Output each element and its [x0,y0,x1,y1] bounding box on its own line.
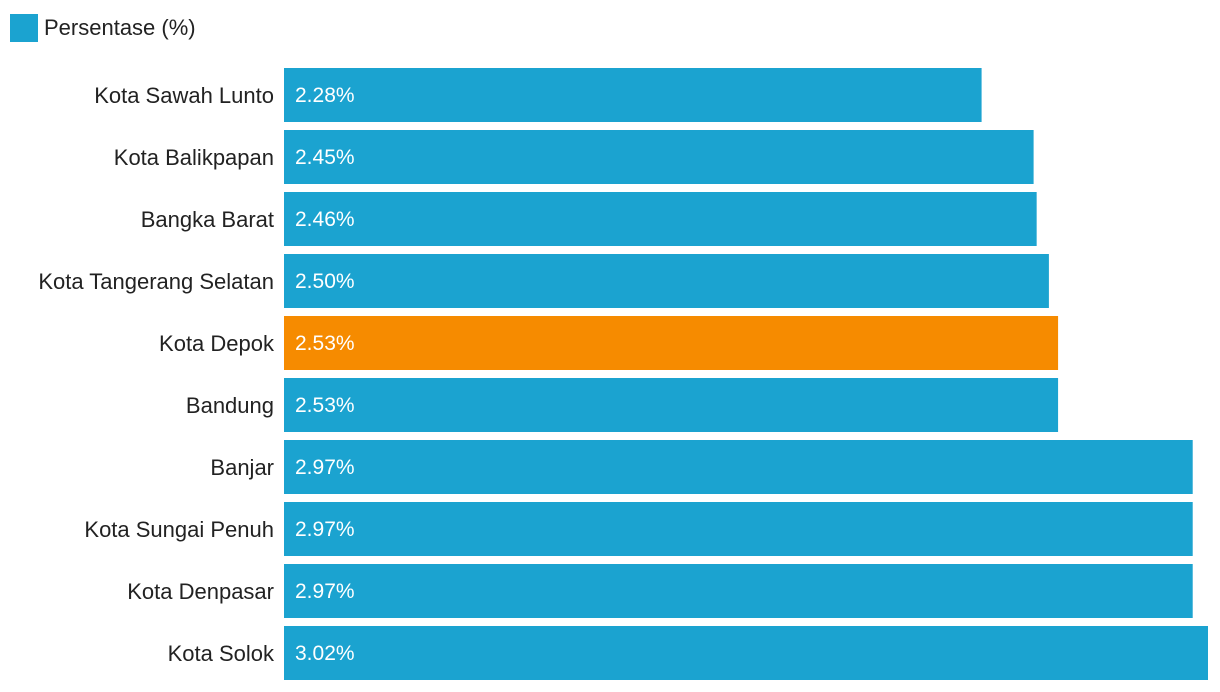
category-label: Bangka Barat [141,207,274,232]
value-label: 3.02% [295,642,355,665]
bar-kota-balikpapan [284,130,1034,184]
category-label: Kota Solok [168,641,275,666]
category-label: Kota Tangerang Selatan [38,269,274,294]
bar-kota-sawah-lunto [284,68,982,122]
value-label: 2.53% [295,332,355,355]
chart-legend: Persentase (%) [10,14,196,42]
value-label: 2.28% [295,84,355,107]
bar-kota-depok [284,316,1059,370]
value-label: 2.45% [295,146,355,169]
legend-label: Persentase (%) [44,15,196,40]
category-label: Kota Denpasar [127,579,274,604]
value-label: 2.50% [295,270,355,293]
value-label: 2.53% [295,394,355,417]
value-label: 2.46% [295,208,355,231]
legend-swatch [10,14,38,42]
category-label: Bandung [186,393,274,418]
category-label: Banjar [210,455,274,480]
bar-kota-denpasar [284,564,1193,618]
category-label: Kota Sungai Penuh [84,517,274,542]
bar-bangka-barat [284,192,1037,246]
category-label: Kota Sawah Lunto [94,83,274,108]
bar-kota-sungai-penuh [284,502,1193,556]
bar-kota-tangerang-selatan [284,254,1049,308]
value-label: 2.97% [295,580,355,603]
bar-banjar [284,440,1193,494]
bar-kota-solok [284,626,1208,680]
value-label: 2.97% [295,456,355,479]
bar-bandung [284,378,1059,432]
category-label: Kota Depok [159,331,275,356]
category-label: Kota Balikpapan [114,145,274,170]
value-label: 2.97% [295,518,355,541]
